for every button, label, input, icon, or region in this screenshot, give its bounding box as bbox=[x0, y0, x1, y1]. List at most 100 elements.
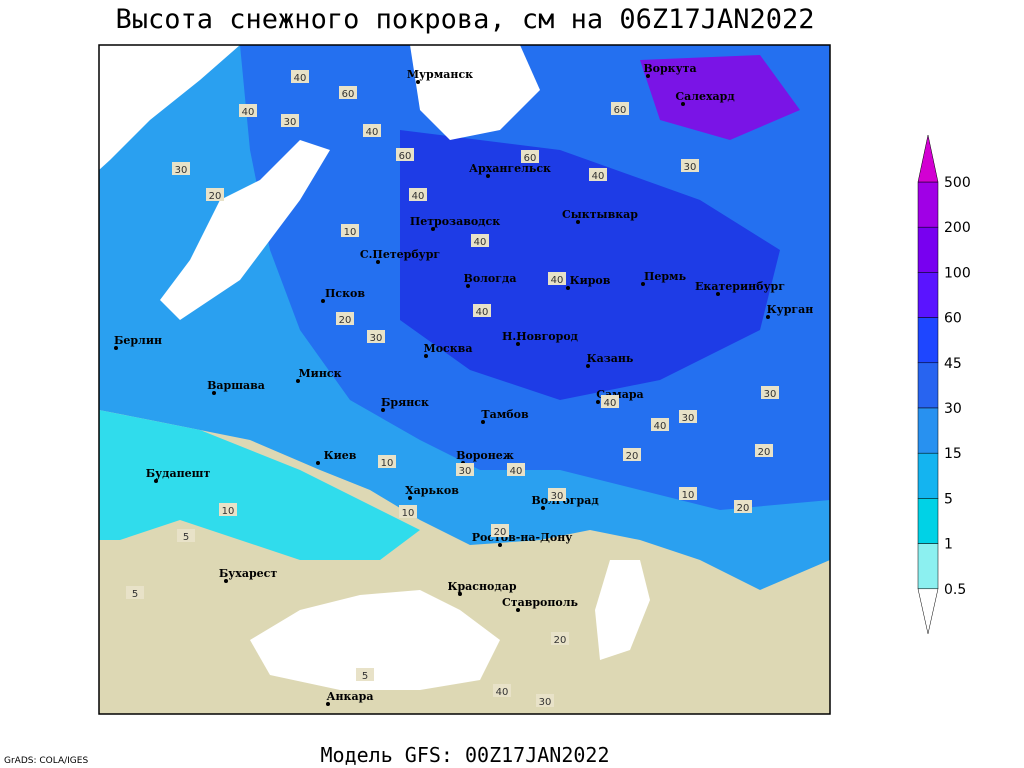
legend-box bbox=[917, 543, 939, 590]
contour-label: 10 bbox=[402, 508, 415, 519]
contour-label: 20 bbox=[737, 503, 750, 514]
legend-box bbox=[917, 452, 939, 499]
contour-label-bg bbox=[471, 234, 489, 247]
contour-label-bg bbox=[206, 188, 224, 201]
model-label: Модель GFS: 00Z17JAN2022 bbox=[321, 743, 610, 767]
city-label: Салехард bbox=[675, 90, 734, 103]
city-label: Воронеж bbox=[456, 449, 514, 462]
contour-label-bg bbox=[734, 500, 752, 513]
city-label: Берлин bbox=[114, 334, 162, 347]
city-label: Курган bbox=[767, 303, 814, 316]
caspian-sea bbox=[595, 560, 650, 660]
legend-level: 5 bbox=[944, 491, 953, 507]
contour-label: 20 bbox=[554, 635, 567, 646]
city-label: Сыктывкар bbox=[562, 208, 638, 221]
contour-label-bg bbox=[623, 448, 641, 461]
map-frame bbox=[98, 44, 831, 715]
contour-label-bg bbox=[456, 463, 474, 476]
city-dot bbox=[416, 80, 420, 84]
contour-label: 40 bbox=[604, 398, 617, 409]
contour-label: 60 bbox=[399, 151, 412, 162]
contour-label: 10 bbox=[344, 227, 357, 238]
contour-label: 20 bbox=[339, 315, 352, 326]
city-dot bbox=[154, 479, 158, 483]
contour-label: 30 bbox=[284, 117, 297, 128]
contour-label-bg bbox=[507, 463, 525, 476]
city-label: Петрозаводск bbox=[410, 215, 500, 228]
contour-label: 40 bbox=[496, 687, 509, 698]
contour-label-bg bbox=[396, 148, 414, 161]
city-dot bbox=[466, 284, 470, 288]
city-dot bbox=[576, 220, 580, 224]
city-label: Минск bbox=[298, 367, 341, 380]
city-label: Москва bbox=[424, 342, 473, 355]
city-dot bbox=[431, 227, 435, 231]
contour-label-bg bbox=[491, 524, 509, 537]
legend-box bbox=[917, 362, 939, 409]
contour-label-bg bbox=[589, 168, 607, 181]
contour-labels: 40 30 60 40 30 20 40 60 40 60 40 10 20 40 30 40 40 60 30 20… bbox=[126, 70, 779, 708]
legend-level: 45 bbox=[944, 356, 962, 372]
snow-deeper bbox=[400, 130, 780, 400]
city-dot bbox=[424, 354, 428, 358]
legend-level: 0.5 bbox=[944, 582, 966, 598]
city-label: Тамбов bbox=[481, 408, 529, 421]
city-dot bbox=[516, 342, 520, 346]
contour-label: 30 bbox=[175, 165, 188, 176]
city-dot bbox=[586, 364, 590, 368]
city-dot bbox=[481, 420, 485, 424]
contour-label: 20 bbox=[209, 191, 222, 202]
contour-label-bg bbox=[601, 395, 619, 408]
contour-label: 5 bbox=[183, 532, 189, 543]
city-label: Будапешт bbox=[146, 467, 211, 480]
contour-label-bg bbox=[177, 529, 195, 542]
contour-label: 10 bbox=[222, 506, 235, 517]
city-dot bbox=[114, 346, 118, 350]
city-label: Брянск bbox=[381, 396, 429, 409]
contour-label: 5 bbox=[362, 671, 368, 682]
contour-label-bg bbox=[679, 410, 697, 423]
contour-label-bg bbox=[761, 386, 779, 399]
contour-label-bg bbox=[239, 104, 257, 117]
cities: Мурманск Воркута Салехард Архангельск Петроз… bbox=[114, 62, 813, 706]
city-label: Вологда bbox=[464, 272, 517, 285]
snow-light bbox=[99, 410, 420, 560]
colorbar: 500 200 100 60 45 30 15 5 1 0.5 bbox=[917, 134, 971, 634]
contour-label: 5 bbox=[132, 589, 138, 600]
city-label: Мурманск bbox=[407, 68, 473, 81]
city-label: Киров bbox=[570, 274, 611, 287]
city-label: Воркута bbox=[643, 62, 696, 75]
contour-label: 40 bbox=[242, 107, 255, 118]
legend-level: 500 bbox=[944, 175, 971, 191]
contour-label-bg bbox=[399, 505, 417, 518]
legend-top bbox=[917, 134, 939, 183]
contour-label-bg bbox=[681, 159, 699, 172]
city-dot bbox=[646, 74, 650, 78]
legend-level: 15 bbox=[944, 446, 962, 462]
contour-label: 40 bbox=[654, 421, 667, 432]
contour-label-bg bbox=[755, 444, 773, 457]
contour-label-bg bbox=[548, 272, 566, 285]
contour-label: 30 bbox=[539, 697, 552, 708]
contour-label: 60 bbox=[342, 89, 355, 100]
legend-box bbox=[917, 498, 939, 544]
city-dot bbox=[316, 461, 320, 465]
contour-label: 40 bbox=[551, 275, 564, 286]
city-dot bbox=[716, 292, 720, 296]
city-label: Псков bbox=[325, 287, 365, 300]
legend-level: 100 bbox=[944, 265, 971, 281]
contour-label: 40 bbox=[366, 127, 379, 138]
legend-box bbox=[917, 317, 939, 364]
title: Высота снежного покрова, см на 06Z17JAN2… bbox=[116, 4, 815, 35]
city-dot bbox=[641, 282, 645, 286]
city-dot bbox=[296, 379, 300, 383]
city-dot bbox=[326, 702, 330, 706]
contour-label: 40 bbox=[592, 171, 605, 182]
contour-label-bg bbox=[339, 86, 357, 99]
city-label: Ставрополь bbox=[502, 596, 579, 609]
city-label: Екатеринбург bbox=[695, 280, 785, 293]
contour-label: 30 bbox=[370, 333, 383, 344]
city-dot bbox=[766, 315, 770, 319]
city-label: Архангельск bbox=[469, 162, 551, 175]
sea-north bbox=[99, 45, 240, 170]
